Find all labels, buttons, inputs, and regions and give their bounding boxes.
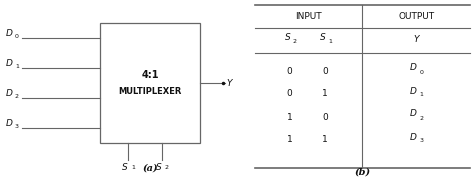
Text: INPUT: INPUT	[295, 12, 322, 21]
Text: (b): (b)	[355, 168, 371, 177]
Text: Y: Y	[413, 35, 419, 44]
Text: 0: 0	[286, 67, 292, 75]
Text: 0: 0	[15, 35, 19, 40]
Text: D: D	[410, 109, 417, 119]
Text: 1: 1	[328, 39, 332, 44]
Text: S: S	[320, 33, 326, 42]
Text: MULTIPLEXER: MULTIPLEXER	[118, 87, 182, 96]
Text: 1: 1	[322, 90, 328, 98]
Text: (a): (a)	[142, 164, 158, 173]
Text: D: D	[6, 90, 12, 98]
Text: 2: 2	[15, 95, 19, 100]
Text: 2: 2	[165, 165, 169, 170]
Text: D: D	[410, 132, 417, 142]
Text: 1: 1	[15, 64, 19, 69]
Text: 0: 0	[419, 69, 423, 75]
Text: 2: 2	[292, 39, 296, 44]
Text: 0: 0	[322, 112, 328, 122]
Text: 1: 1	[286, 135, 292, 145]
Text: 3: 3	[15, 124, 19, 130]
Text: 1: 1	[131, 165, 135, 170]
Text: 1: 1	[286, 112, 292, 122]
Text: 0: 0	[286, 90, 292, 98]
Text: D: D	[6, 30, 12, 38]
Text: S: S	[284, 33, 290, 42]
Text: D: D	[6, 119, 12, 129]
Text: Y: Y	[226, 78, 231, 88]
Text: D: D	[410, 87, 417, 96]
Text: 2: 2	[419, 116, 423, 121]
Text: S: S	[156, 163, 162, 172]
Text: 1: 1	[419, 93, 423, 98]
Text: D: D	[410, 64, 417, 72]
Text: 1: 1	[322, 135, 328, 145]
Text: S: S	[122, 163, 128, 172]
Text: 0: 0	[322, 67, 328, 75]
Text: 3: 3	[419, 138, 423, 143]
Text: OUTPUT: OUTPUT	[398, 12, 434, 21]
Text: D: D	[6, 59, 12, 69]
Bar	[100, 23, 200, 143]
Text: 4:1: 4:1	[141, 70, 159, 80]
